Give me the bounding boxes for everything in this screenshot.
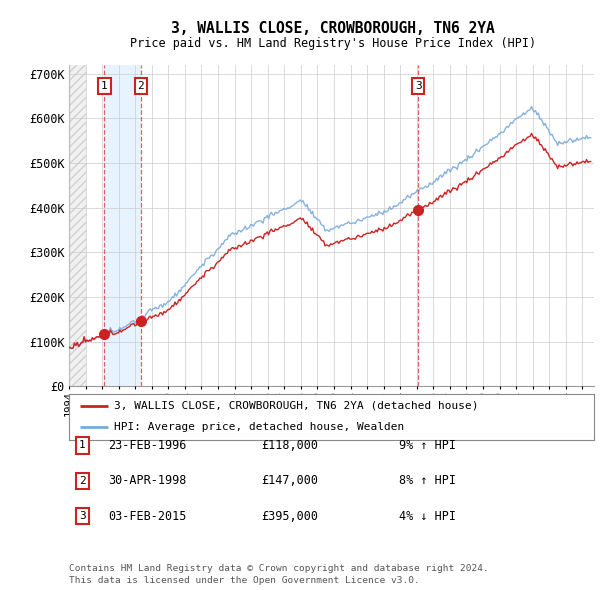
Bar [104,65,141,386]
Text: 1: 1 [101,81,108,91]
Bar [69,65,86,386]
Text: 3, WALLIS CLOSE, CROWBOROUGH, TN6 2YA: 3, WALLIS CLOSE, CROWBOROUGH, TN6 2YA [171,21,495,35]
Text: 4% ↓ HPI: 4% ↓ HPI [399,510,456,523]
Text: £147,000: £147,000 [261,474,318,487]
Text: 3: 3 [79,512,86,521]
Text: £118,000: £118,000 [261,439,318,452]
Text: 8% ↑ HPI: 8% ↑ HPI [399,474,456,487]
Text: 1: 1 [79,441,86,450]
Text: Price paid vs. HM Land Registry's House Price Index (HPI): Price paid vs. HM Land Registry's House … [130,37,536,50]
Text: £395,000: £395,000 [261,510,318,523]
Text: 9% ↑ HPI: 9% ↑ HPI [399,439,456,452]
Text: 2: 2 [79,476,86,486]
Text: 3, WALLIS CLOSE, CROWBOROUGH, TN6 2YA (detached house): 3, WALLIS CLOSE, CROWBOROUGH, TN6 2YA (d… [113,401,478,411]
Text: 2: 2 [137,81,144,91]
Text: 3: 3 [415,81,422,91]
Text: Contains HM Land Registry data © Crown copyright and database right 2024.
This d: Contains HM Land Registry data © Crown c… [69,565,489,585]
Text: 23-FEB-1996: 23-FEB-1996 [108,439,187,452]
Text: 30-APR-1998: 30-APR-1998 [108,474,187,487]
Text: HPI: Average price, detached house, Wealden: HPI: Average price, detached house, Weal… [113,422,404,432]
Text: 03-FEB-2015: 03-FEB-2015 [108,510,187,523]
